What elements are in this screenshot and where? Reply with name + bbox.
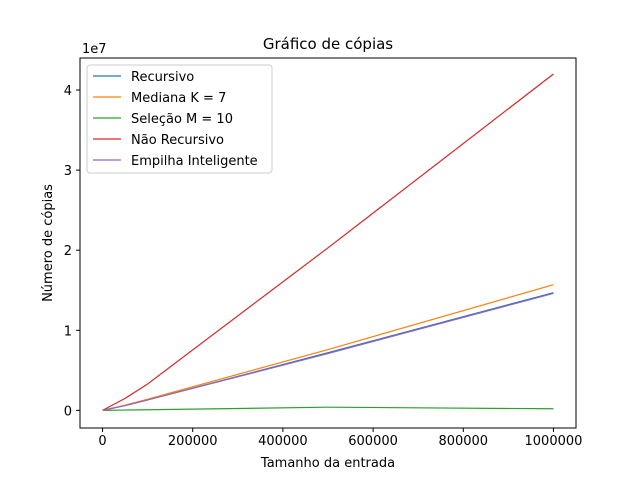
legend-label-4: Não Recursivo bbox=[131, 133, 224, 148]
x-tick-label: 200000 bbox=[168, 434, 218, 449]
legend-label-1: Recursivo bbox=[131, 70, 194, 85]
x-tick-label: 600000 bbox=[348, 434, 398, 449]
x-tick-label: 0 bbox=[98, 434, 106, 449]
y-tick-label: 4 bbox=[64, 84, 72, 99]
y-tick-label: 0 bbox=[64, 404, 72, 419]
y-axis-label: Número de cópias bbox=[41, 184, 56, 302]
y-tick-label: 2 bbox=[64, 244, 72, 259]
legend-label-2: Mediana K = 7 bbox=[131, 91, 226, 106]
y-tick-label: 3 bbox=[64, 164, 72, 179]
chart-title: Gráfico de cópias bbox=[263, 35, 393, 53]
legend: Recursivo Mediana K = 7 Seleção M = 10 Não … bbox=[87, 65, 272, 173]
x-axis-label: Tamanho da entrada bbox=[260, 456, 395, 471]
legend-label-3: Seleção M = 10 bbox=[131, 112, 233, 127]
x-tick-label: 1000000 bbox=[525, 434, 583, 449]
x-tick-label: 400000 bbox=[258, 434, 308, 449]
y-offset-label: 1e7 bbox=[82, 42, 107, 57]
y-tick-label: 1 bbox=[64, 324, 72, 339]
legend-label-5: Empilha Inteligente bbox=[131, 154, 258, 169]
x-tick-label: 800000 bbox=[438, 434, 488, 449]
